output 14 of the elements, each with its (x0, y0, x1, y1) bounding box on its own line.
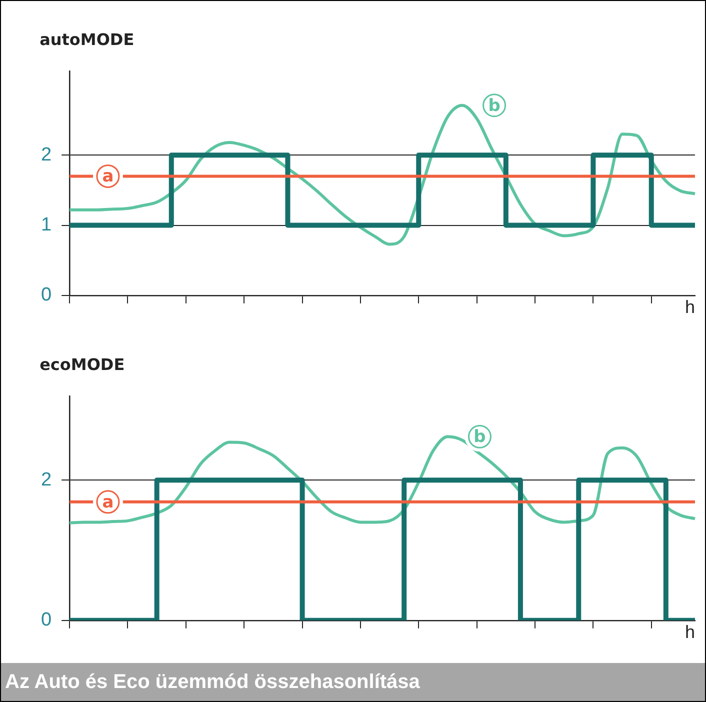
y-axis-title: ecoMODE (40, 355, 125, 374)
y-tick-label: 1 (40, 214, 52, 236)
y-axis-title: autoMODE (40, 30, 134, 50)
y-tick-label: 2 (40, 144, 52, 166)
x-axis-title: h (684, 622, 695, 642)
ref-line-label: a (102, 166, 114, 187)
y-tick-label: 2 (40, 469, 52, 490)
text: Az Auto és Eco üzemmód összehasonlítása (1, 663, 705, 701)
y-tick-label: 0 (40, 284, 52, 306)
y-tick-label: 0 (40, 610, 52, 631)
ref-line-label: a (102, 492, 114, 512)
series-label: b (488, 96, 500, 116)
x-axis-title: h (684, 297, 695, 318)
series-label: b (474, 427, 486, 448)
